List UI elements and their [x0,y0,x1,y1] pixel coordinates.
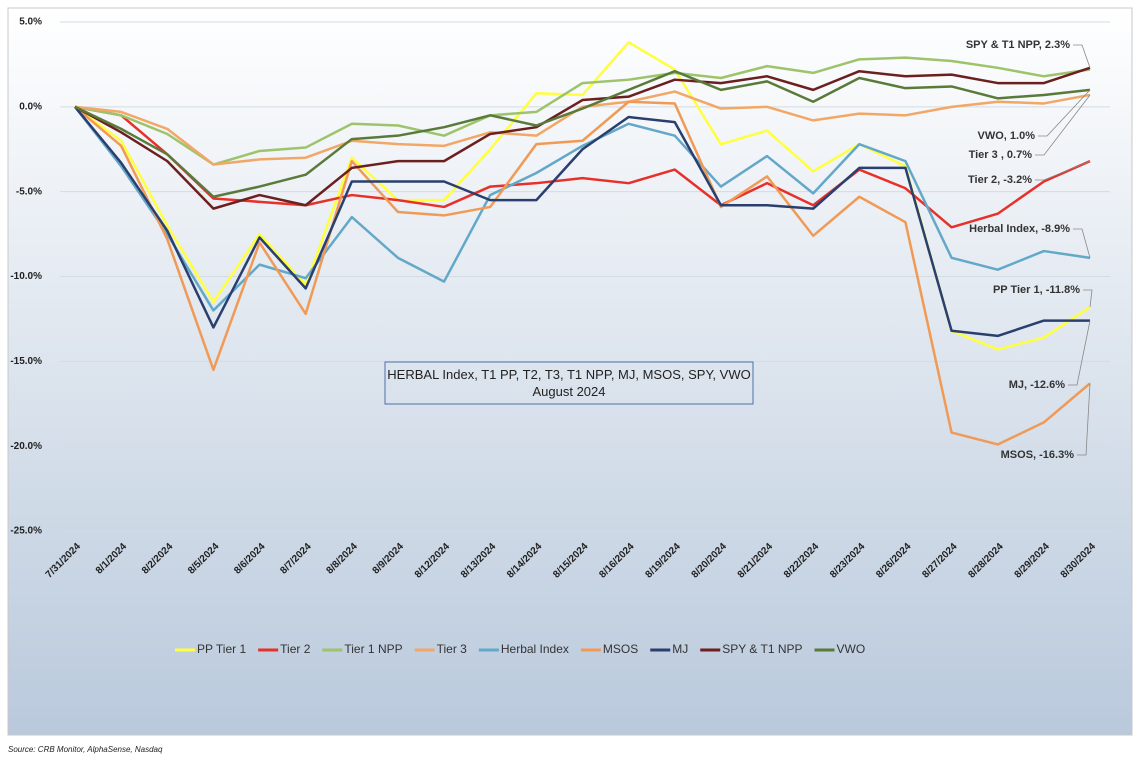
annotation: SPY & T1 NPP, 2.3% [966,39,1070,51]
annotation: Tier 2, -3.2% [968,174,1032,186]
annotation: MJ, -12.6% [1009,379,1065,391]
annotation-leader [1035,94,1091,156]
y-tick-label: -25.0% [10,526,42,537]
annotation: Herbal Index, -8.9% [969,223,1070,235]
legend-label: VWO [837,642,866,656]
series-line [74,100,1091,446]
legend-label: MSOS [603,642,638,656]
legend-label: MJ [672,642,688,656]
series-line [74,69,1091,199]
y-tick-label: 0.0% [19,101,42,112]
title-box [384,361,754,405]
series-line [74,90,1091,166]
annotation: MSOS, -16.3% [1001,449,1075,461]
y-tick-label: -15.0% [10,356,42,367]
series-line [74,56,1091,166]
chart-subtitle: August 2024 [532,384,605,399]
series-line [74,66,1091,210]
legend-label: Tier 2 [280,642,311,656]
chart-title: HERBAL Index, T1 PP, T2, T3, T1 NPP, MJ,… [387,367,750,382]
annotation: Tier 3 , 0.7% [969,149,1033,161]
legend-label: Herbal Index [501,642,569,656]
annotation-leader [1077,383,1091,456]
legend-label: PP Tier 1 [197,642,246,656]
legend-label: Tier 3 [437,642,468,656]
series-line [74,106,1091,312]
y-tick-label: -5.0% [16,186,42,197]
y-tick-label: -10.0% [10,271,42,282]
legend-label: SPY & T1 NPP [722,642,802,656]
annotation-leader [1068,320,1091,386]
annotation-leader [1083,289,1093,308]
series-line [74,106,1090,338]
annotation-leader [1038,89,1091,137]
annotation-leader [1073,228,1091,258]
annotation: PP Tier 1, -11.8% [993,284,1080,296]
source: Source: CRB Monitor, AlphaSense, Nasdaq [8,745,163,754]
legend-label: Tier 1 NPP [344,642,402,656]
plot-background [7,7,1133,736]
y-tick-label: 5.0% [19,17,42,28]
annotation-leader [1035,160,1091,181]
y-tick-label: -20.0% [10,441,42,452]
annotation: VWO, 1.0% [978,130,1036,142]
annotation-leader [1073,44,1091,68]
